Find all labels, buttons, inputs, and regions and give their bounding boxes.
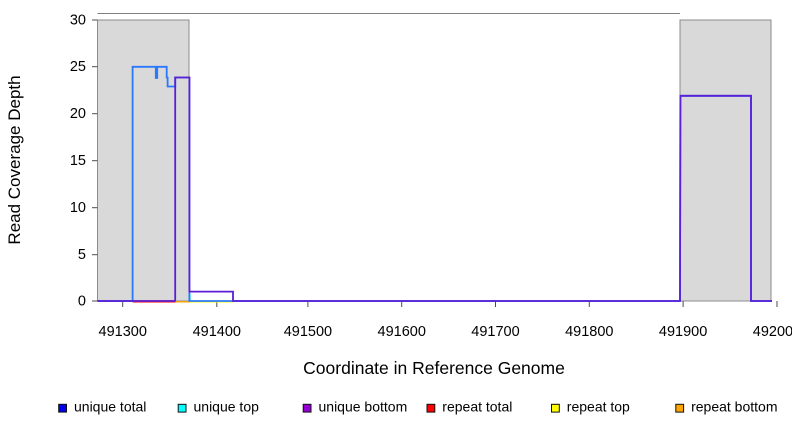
svg-text:25: 25 bbox=[70, 59, 86, 75]
svg-text:unique bottom: unique bottom bbox=[319, 399, 408, 415]
svg-text:unique top: unique top bbox=[194, 399, 260, 415]
svg-text:5: 5 bbox=[78, 247, 86, 263]
svg-text:Read Coverage Depth: Read Coverage Depth bbox=[5, 75, 24, 244]
svg-text:repeat total: repeat total bbox=[442, 399, 512, 415]
svg-text:unique total: unique total bbox=[74, 399, 146, 415]
svg-text:491800: 491800 bbox=[565, 324, 613, 340]
svg-text:491600: 491600 bbox=[378, 324, 426, 340]
svg-text:repeat top: repeat top bbox=[567, 399, 630, 415]
svg-text:repeat bottom: repeat bottom bbox=[691, 399, 777, 415]
svg-text:491300: 491300 bbox=[99, 324, 147, 340]
svg-text:0: 0 bbox=[78, 294, 86, 310]
svg-text:491900: 491900 bbox=[659, 324, 707, 340]
svg-text:Coordinate in Reference Genome: Coordinate in Reference Genome bbox=[303, 358, 565, 378]
svg-text:491700: 491700 bbox=[471, 324, 519, 340]
svg-text:491400: 491400 bbox=[193, 324, 241, 340]
svg-text:492000: 492000 bbox=[753, 324, 792, 340]
svg-text:30: 30 bbox=[70, 13, 86, 29]
svg-text:491500: 491500 bbox=[284, 324, 332, 340]
svg-text:15: 15 bbox=[70, 153, 86, 169]
svg-text:20: 20 bbox=[70, 106, 86, 122]
svg-text:10: 10 bbox=[70, 200, 86, 216]
